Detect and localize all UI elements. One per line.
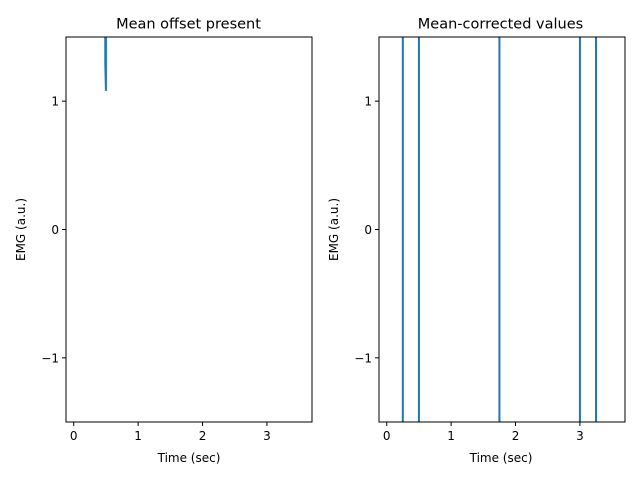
right-panel-y-axis-label: EMG (a.u.)	[327, 198, 341, 261]
right-panel-x-tick-label: 1	[447, 429, 455, 443]
left-panel-x-tick-label: 1	[134, 429, 142, 443]
left-panel-x-ticks: 0 1 2 3	[70, 422, 271, 443]
left-panel: Mean offset present 0 1 2 3 −1 0 1 Time (sec)…	[14, 17, 313, 465]
right-panel-frame	[378, 36, 626, 423]
left-panel-trace	[104, 37, 107, 91]
right-panel-x-ticks: 0 1 2 3	[383, 422, 584, 443]
right-panel-x-tick-label: 3	[576, 429, 584, 443]
left-panel-x-tick-label: 3	[263, 429, 271, 443]
right-panel-y-tick-label: 0	[364, 223, 372, 237]
right-panel-y-tick-label: −1	[354, 351, 372, 365]
right-panel-x-tick-label: 0	[383, 429, 391, 443]
left-panel-title: Mean offset present	[116, 17, 261, 33]
left-panel-x-tick-label: 2	[199, 429, 207, 443]
right-panel-x-axis-label: Time (sec)	[469, 451, 533, 465]
left-panel-y-tick-label: 1	[51, 95, 59, 109]
right-panel-x-tick-label: 2	[512, 429, 520, 443]
right-panel-y-ticks: −1 0 1	[354, 95, 379, 365]
left-panel-y-tick-label: −1	[41, 351, 59, 365]
left-panel-y-ticks: −1 0 1	[41, 95, 66, 365]
left-panel-x-tick-label: 0	[70, 429, 78, 443]
left-panel-y-tick-label: 0	[51, 223, 59, 237]
right-panel-title: Mean-corrected values	[418, 17, 583, 33]
right-panel-y-tick-label: 1	[364, 95, 372, 109]
right-panel-traces	[401, 37, 598, 422]
left-panel-y-axis-label: EMG (a.u.)	[14, 198, 28, 261]
left-panel-traces	[104, 37, 107, 91]
right-panel: Mean-corrected values 0 1 2 3 −1 0 1 Time (se…	[327, 17, 626, 465]
left-panel-frame	[65, 36, 313, 423]
left-panel-x-axis-label: Time (sec)	[157, 451, 221, 465]
